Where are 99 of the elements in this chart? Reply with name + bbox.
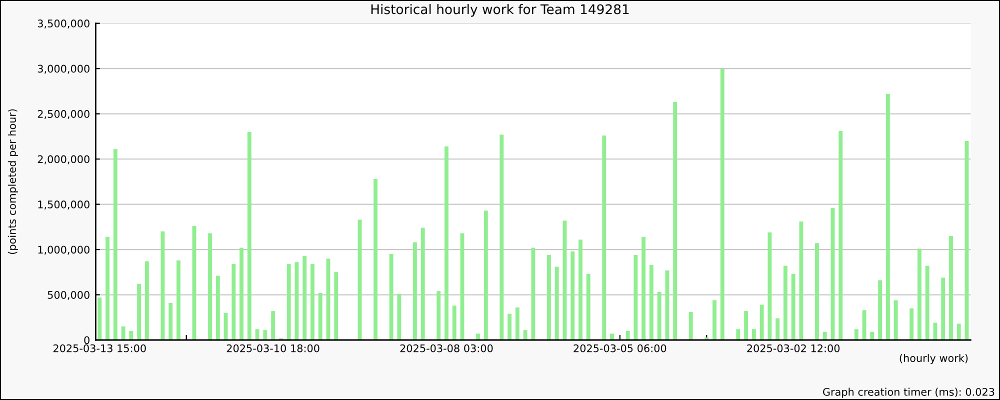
bar xyxy=(129,330,134,340)
bar xyxy=(515,307,520,340)
bar xyxy=(657,292,662,340)
x-tick-label: 2025-03-05 06:00 xyxy=(574,344,666,352)
y-tick-label: 3,000,000 xyxy=(38,64,90,74)
bar xyxy=(98,297,102,340)
bar xyxy=(294,262,299,340)
bar xyxy=(255,329,260,340)
bar xyxy=(106,236,110,340)
bar xyxy=(578,240,582,340)
bar xyxy=(610,334,614,340)
bar xyxy=(791,274,796,340)
bar xyxy=(452,306,456,340)
bar xyxy=(886,94,890,340)
bar xyxy=(688,312,693,340)
bar xyxy=(917,248,922,340)
bar xyxy=(546,254,551,340)
bar xyxy=(397,294,402,340)
bar xyxy=(160,231,165,340)
bar xyxy=(263,330,268,340)
bar xyxy=(500,134,504,340)
bar xyxy=(799,221,804,340)
bar xyxy=(634,254,638,340)
bar xyxy=(310,264,314,340)
text: Graph creation timer (ms): 0.023 xyxy=(823,388,994,398)
bar xyxy=(286,264,291,340)
bar xyxy=(910,308,914,340)
bar xyxy=(854,329,858,340)
bar xyxy=(642,236,646,340)
bar xyxy=(484,210,488,340)
x-tick-label: 2025-03-10 18:00 xyxy=(226,344,320,352)
x-axis-title: (hourly work) xyxy=(900,354,968,364)
x-tick-label: 2025-03-13 15:00 xyxy=(53,344,146,352)
bar xyxy=(176,260,180,340)
bar xyxy=(570,251,575,340)
bar xyxy=(878,280,882,340)
bar xyxy=(240,248,244,340)
bar xyxy=(626,330,630,340)
y-tick-label: 0 xyxy=(84,336,90,344)
bar xyxy=(673,102,678,340)
bar xyxy=(318,292,322,340)
bar xyxy=(232,264,236,340)
bar xyxy=(302,256,307,340)
bar xyxy=(760,304,764,340)
bar xyxy=(941,278,946,340)
bar xyxy=(412,242,417,340)
bar xyxy=(531,248,536,340)
chart-title: Historical hourly work for Team 149281 xyxy=(371,4,629,17)
bar xyxy=(776,318,780,340)
bar xyxy=(216,276,220,340)
bar xyxy=(964,140,969,340)
bar xyxy=(744,311,748,340)
x-tick-label: 2025-03-08 03:00 xyxy=(400,344,493,352)
bar xyxy=(436,291,441,340)
bar xyxy=(168,302,173,340)
bar xyxy=(752,329,756,340)
y-axis-title: (points completed per hour) xyxy=(8,109,18,254)
bar xyxy=(554,266,559,340)
y-tick-label: 1,000,000 xyxy=(38,246,90,255)
bar xyxy=(949,236,953,340)
bar xyxy=(870,332,874,340)
y-tick-label: 3,500,000 xyxy=(38,20,90,28)
bar xyxy=(925,266,930,340)
bar xyxy=(476,334,480,340)
bar xyxy=(523,330,528,340)
bar xyxy=(113,149,118,340)
bar xyxy=(247,132,252,340)
y-tick-label: 1,500,000 xyxy=(38,200,90,210)
bar xyxy=(712,300,716,340)
bar xyxy=(374,178,378,340)
bar xyxy=(602,136,606,340)
bar xyxy=(586,274,590,340)
bar xyxy=(894,300,898,340)
bar xyxy=(736,329,740,340)
bar xyxy=(665,270,670,340)
bar xyxy=(720,68,724,340)
bar xyxy=(768,232,772,340)
bar xyxy=(822,332,827,340)
bar xyxy=(137,284,142,340)
bar xyxy=(815,243,819,340)
bar xyxy=(862,310,866,340)
bar xyxy=(838,130,843,340)
bar xyxy=(389,254,394,340)
bar xyxy=(649,264,654,340)
bar xyxy=(121,326,126,340)
bar xyxy=(444,146,448,340)
bar xyxy=(334,272,338,340)
bar xyxy=(271,311,276,340)
x-tick-label: 2025-03-02 12:00 xyxy=(747,344,840,352)
bar xyxy=(144,261,149,340)
y-tick-label: 2,000,000 xyxy=(38,155,90,164)
bar xyxy=(420,228,425,340)
y-tick-label: 2,500,000 xyxy=(38,110,90,119)
bar xyxy=(358,220,362,340)
bar xyxy=(208,233,212,340)
y-tick-label: 500,000 xyxy=(48,290,90,300)
bar xyxy=(956,324,961,340)
bar xyxy=(783,266,788,340)
bar xyxy=(508,314,512,340)
